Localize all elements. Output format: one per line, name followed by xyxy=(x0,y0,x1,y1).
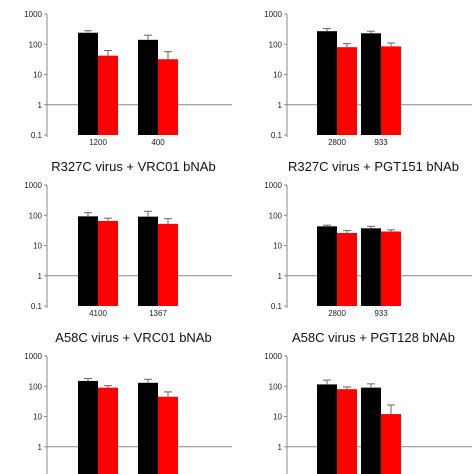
y-tick-label: 1 xyxy=(278,101,283,110)
bar-black xyxy=(78,380,98,474)
y-tick-label: 1000 xyxy=(264,10,282,19)
bar-red xyxy=(337,389,357,474)
y-tick-label: 10 xyxy=(273,71,282,80)
y-tick-label: 1000 xyxy=(24,10,42,19)
y-tick-label: 10 xyxy=(273,413,282,422)
bar-red xyxy=(98,387,118,474)
y-tick-label: 100 xyxy=(29,382,43,391)
bar-black xyxy=(317,31,337,135)
bar-red xyxy=(158,59,178,136)
bar-red xyxy=(158,223,178,306)
chart-title: R327C virus + PGT151 bNAb xyxy=(288,159,459,174)
y-tick-label: 100 xyxy=(269,211,283,220)
bar-red xyxy=(381,414,401,474)
y-tick-label: 10 xyxy=(33,242,42,251)
bar-red xyxy=(158,396,178,474)
bar-black xyxy=(78,216,98,306)
y-tick-label: 1 xyxy=(38,443,43,452)
chart-title: A58C virus + PGT128 bNAb xyxy=(292,330,455,345)
y-tick-label: 1 xyxy=(278,443,283,452)
y-tick-label: 1000 xyxy=(264,181,282,190)
y-tick-label: 1000 xyxy=(264,352,282,361)
category-label: 1200 xyxy=(89,138,107,147)
y-tick-label: 10 xyxy=(33,71,42,80)
category-label: 1367 xyxy=(149,309,167,318)
chart-panel-4: R327C virus + PGT151 bNAb 1000 100 10 1 0.1 28… xyxy=(264,159,472,318)
bar-black xyxy=(361,33,381,135)
category-label: 933 xyxy=(374,309,388,318)
category-label: 400 xyxy=(151,138,165,147)
y-tick-label: 1 xyxy=(38,101,43,110)
bar-black xyxy=(138,216,158,306)
bar-red xyxy=(337,47,357,135)
bar-black xyxy=(138,39,158,135)
bar-black xyxy=(317,384,337,474)
bar-red xyxy=(381,46,401,135)
y-tick-label: 10 xyxy=(33,413,42,422)
bar-red xyxy=(381,231,401,306)
category-label: 2800 xyxy=(328,309,346,318)
y-tick-label: 0.1 xyxy=(31,302,43,311)
chart-title: A58C virus + VRC01 bNAb xyxy=(55,330,211,345)
bar-black xyxy=(317,226,337,306)
y-tick-label: 1 xyxy=(278,272,283,281)
y-tick-label: 1 xyxy=(38,272,43,281)
category-label: 2800 xyxy=(328,138,346,147)
y-tick-label: 1000 xyxy=(24,181,42,190)
category-label: 4100 xyxy=(89,309,107,318)
y-tick-label: 100 xyxy=(269,40,283,49)
y-tick-label: 100 xyxy=(29,40,43,49)
bar-black xyxy=(361,228,381,306)
chart-panel-2: 1000 100 10 1 0.1 2800 933 xyxy=(264,10,472,147)
category-label: 933 xyxy=(374,138,388,147)
bar-red xyxy=(337,232,357,306)
y-tick-label: 0.1 xyxy=(271,131,283,140)
y-tick-label: 10 xyxy=(273,242,282,251)
chart-title: R327C virus + VRC01 bNAb xyxy=(51,159,215,174)
bar-red xyxy=(98,55,118,135)
bar-black xyxy=(361,387,381,474)
chart-panel-3: R327C virus + VRC01 bNAb 1000 100 10 1 0.1 410… xyxy=(24,159,232,318)
bar-black xyxy=(78,32,98,135)
y-tick-label: 0.1 xyxy=(31,131,43,140)
y-tick-label: 100 xyxy=(29,211,43,220)
bar-black xyxy=(138,382,158,474)
bar-red xyxy=(98,220,118,306)
y-tick-label: 1000 xyxy=(24,352,42,361)
y-tick-label: 0.1 xyxy=(271,302,283,311)
chart-panel-1: 1000 100 10 1 0.1 1200 400 xyxy=(24,10,232,147)
y-tick-label: 100 xyxy=(269,382,283,391)
